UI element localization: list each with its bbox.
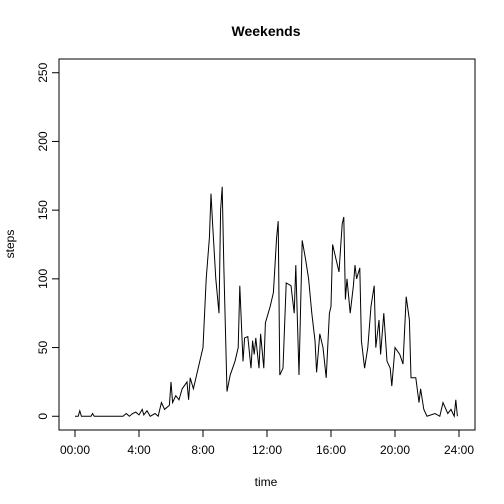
y-tick-label: 0 [36, 413, 50, 420]
y-tick-label: 250 [36, 62, 50, 82]
y-tick-label: 150 [36, 200, 50, 220]
x-tick-label: 20:00 [380, 443, 410, 457]
x-tick-label: 8:00 [191, 443, 215, 457]
data-line [75, 186, 458, 419]
x-tick-label: 00:00 [60, 443, 90, 457]
x-tick-label: 4:00 [127, 443, 151, 457]
x-tick-label: 12:00 [252, 443, 282, 457]
x-axis-label: time [255, 475, 278, 489]
y-tick-label: 50 [36, 341, 50, 355]
chart-title: Weekends [232, 23, 301, 39]
y-tick-label: 200 [36, 131, 50, 151]
y-axis-label: steps [3, 230, 17, 259]
x-tick-label: 16:00 [316, 443, 346, 457]
y-tick-label: 100 [36, 269, 50, 289]
x-tick-label: 24:00 [444, 443, 474, 457]
